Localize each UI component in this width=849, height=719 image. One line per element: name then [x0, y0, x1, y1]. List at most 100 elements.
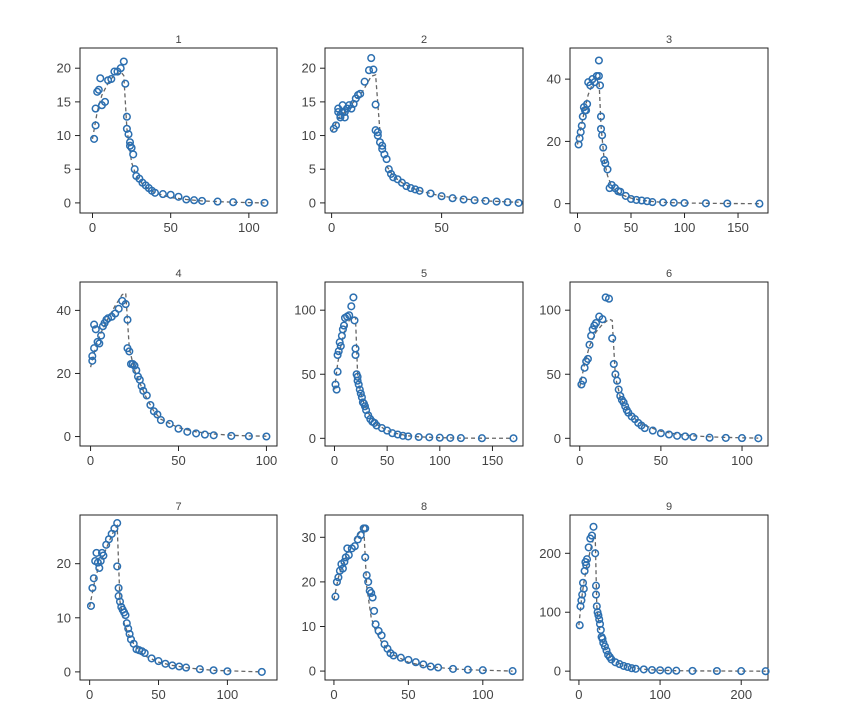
- chart-7-point-4: [92, 548, 101, 557]
- chart-9-point-37: [639, 665, 648, 674]
- chart-5-point-41: [425, 433, 434, 442]
- chart-1-point-33: [182, 195, 191, 204]
- chart-3-x-tick-label-3: 150: [727, 220, 749, 235]
- chart-4-point-6: [95, 339, 104, 348]
- chart-6-point-1: [578, 376, 588, 385]
- chart-6-plot-frame: [569, 281, 769, 447]
- chart-4-plot-frame: [79, 281, 278, 447]
- chart-1-point-36: [213, 197, 222, 206]
- chart-7-point-24: [124, 624, 133, 633]
- chart-1-point-5: [96, 74, 105, 83]
- chart-1-point-14: [121, 79, 130, 88]
- chart-4-y-tick-label-0: 0: [64, 429, 71, 444]
- chart-4-point-40: [244, 432, 253, 441]
- chart-4-y-tick-label-2: 40: [57, 303, 71, 318]
- chart-1-point-0: [90, 134, 99, 143]
- chart-4-point-26: [137, 382, 146, 391]
- chart-2-point-16: [356, 89, 365, 98]
- chart-5-y-tick-label-0: 0: [309, 431, 316, 446]
- chart-9-point-10: [584, 543, 593, 552]
- chart-9-title: 9: [666, 501, 672, 513]
- chart-2-point-20: [369, 65, 378, 74]
- chart-8-point-6: [340, 557, 349, 566]
- chart-2-point-44: [481, 196, 490, 205]
- chart-3-point-37: [680, 198, 689, 208]
- chart-2-y-tick-label-1: 5: [309, 162, 316, 177]
- chart-7-title: 7: [175, 501, 181, 513]
- chart-8-x-tick-label-0: 0: [330, 687, 337, 702]
- chart-5-point-43: [446, 433, 455, 442]
- chart-8-y-tick-label-1: 10: [302, 619, 316, 634]
- chart-2-point-23: [373, 128, 382, 137]
- chart-9-point-16: [591, 590, 601, 599]
- chart-9-point-35: [627, 664, 636, 673]
- chart-8-point-30: [396, 653, 405, 662]
- chart-1-point-12: [116, 64, 125, 73]
- chart-8-x-tick-label-1: 50: [401, 687, 415, 702]
- chart-9-point-38: [647, 665, 657, 675]
- chart-4-point-31: [153, 410, 162, 419]
- chart-8-point-22: [370, 606, 379, 615]
- chart-5-point-8: [338, 325, 347, 334]
- chart-3-point-34: [648, 198, 657, 207]
- chart-8-point-33: [419, 660, 428, 669]
- chart-2-point-47: [514, 198, 523, 207]
- chart-3-point-38: [701, 199, 710, 208]
- chart-6-point-39: [754, 434, 763, 443]
- chart-7-point-38: [195, 665, 204, 674]
- chart-3-panel: 3 0 50 100 150 0 20 40: [547, 34, 769, 235]
- chart-4-point-29: [146, 400, 155, 410]
- chart-9-point-19: [594, 611, 603, 620]
- chart-1-point-31: [166, 190, 175, 199]
- chart-9-plot-frame: [569, 514, 769, 681]
- chart-3-x-tick-label-1: 50: [624, 220, 638, 235]
- chart-8-point-36: [448, 664, 458, 673]
- chart-9-x-tick-label-1: 100: [649, 687, 671, 702]
- chart-6-y-tick-label-2: 100: [539, 303, 561, 318]
- chart-6-point-22: [621, 402, 630, 411]
- chart-6-panel: 6 0 50 100 0 50 100: [539, 268, 769, 468]
- chart-4-point-3: [90, 320, 99, 329]
- chart-2-point-1: [331, 121, 341, 130]
- chart-5-point-6: [336, 342, 345, 351]
- chart-2-x-tick-label-0: 0: [328, 220, 335, 235]
- chart-4-point-34: [174, 424, 183, 433]
- chart-5-point-16: [351, 344, 360, 353]
- chart-5-x-tick-label-1: 50: [380, 453, 394, 468]
- chart-1-plot-frame: [79, 47, 278, 214]
- chart-4-point-19: [125, 347, 134, 356]
- chart-7-point-15: [113, 562, 122, 571]
- chart-5-point-39: [404, 432, 413, 441]
- chart-6-point-5: [585, 340, 594, 349]
- chart-7-point-40: [223, 667, 232, 676]
- chart-5-point-36: [388, 429, 397, 438]
- chart-6-y-tick-label-0: 0: [554, 431, 561, 446]
- chart-6-point-29: [640, 424, 649, 433]
- chart-6-point-13: [604, 294, 614, 303]
- chart-7-point-37: [182, 663, 191, 672]
- chart-8-point-39: [508, 667, 517, 676]
- chart-1-point-3: [93, 87, 102, 96]
- chart-5-point-19: [353, 372, 362, 381]
- chart-6-point-17: [613, 376, 622, 385]
- chart-3-y-tick-label-1: 20: [547, 134, 561, 149]
- chart-8-point-25: [377, 631, 386, 640]
- chart-6-point-19: [616, 391, 625, 401]
- chart-4-point-32: [156, 416, 165, 425]
- chart-3-point-19: [598, 131, 607, 140]
- chart-7-panel: 7 0 50 100 0 10 20: [57, 501, 278, 702]
- chart-1-point-1: [91, 121, 100, 130]
- chart-5-point-46: [509, 434, 518, 443]
- chart-9-point-32: [615, 660, 624, 669]
- chart-1-fit-line: [91, 71, 265, 204]
- chart-2-point-18: [364, 66, 374, 75]
- chart-1-x-tick-label-0: 0: [89, 220, 96, 235]
- chart-3-point-15: [594, 71, 603, 81]
- chart-9-point-36: [631, 664, 640, 673]
- chart-2-y-tick-label-2: 10: [302, 128, 316, 143]
- chart-6-point-0: [577, 380, 586, 389]
- chart-5-point-37: [393, 430, 402, 439]
- chart-5-point-12: [345, 311, 354, 320]
